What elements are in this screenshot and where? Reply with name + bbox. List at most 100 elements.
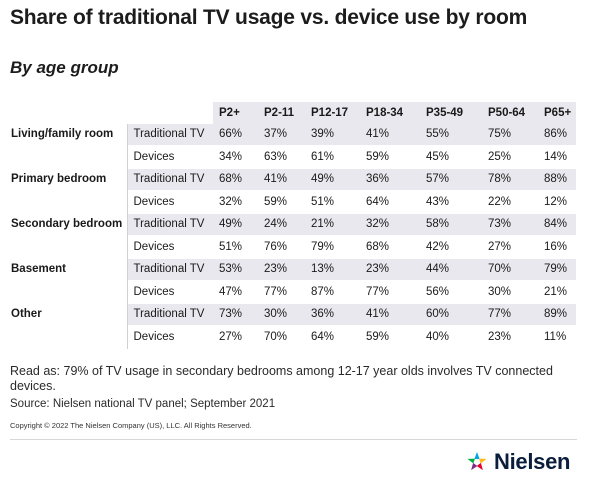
value-cell: 59% xyxy=(360,325,420,348)
column-header: P35-49 xyxy=(420,102,482,124)
value-cell: 24% xyxy=(258,213,305,236)
value-cell: 42% xyxy=(420,235,482,258)
nielsen-logo: Nielsen xyxy=(466,449,570,475)
value-cell: 68% xyxy=(360,235,420,258)
metric-label: Devices xyxy=(126,325,213,348)
value-cell: 73% xyxy=(482,213,538,236)
value-cell: 32% xyxy=(213,190,258,213)
value-cell: 44% xyxy=(420,258,482,281)
read-as-note: Read as: 79% of TV usage in secondary be… xyxy=(10,364,553,393)
value-cell: 76% xyxy=(258,235,305,258)
room-label: Basement xyxy=(9,258,127,281)
room-label xyxy=(9,280,127,303)
logo-star-point xyxy=(471,462,478,471)
value-cell: 55% xyxy=(420,123,482,146)
value-cell: 41% xyxy=(360,123,420,146)
logo-star-point xyxy=(474,452,480,459)
table-body: Living/family room Traditional TV 66% 37% 39… xyxy=(9,123,576,348)
metric-label: Devices xyxy=(126,190,213,213)
footer-divider xyxy=(10,439,577,440)
value-cell: 51% xyxy=(213,235,258,258)
chart-subtitle: By age group xyxy=(10,58,119,77)
value-cell: 56% xyxy=(420,280,482,303)
value-cell: 73% xyxy=(213,303,258,326)
room-label: Secondary bedroom xyxy=(9,213,127,236)
room-label xyxy=(9,325,127,348)
logo-star-point xyxy=(476,462,483,471)
value-cell: 66% xyxy=(213,123,258,146)
value-cell: 47% xyxy=(213,280,258,303)
value-cell: 41% xyxy=(258,168,305,191)
metric-label: Traditional TV xyxy=(126,213,213,236)
metric-label: Traditional TV xyxy=(126,258,213,281)
value-cell: 70% xyxy=(482,258,538,281)
table-row: Devices 32% 59% 51% 64% 43% 22% 12% xyxy=(9,190,576,213)
value-cell: 45% xyxy=(420,145,482,168)
logo-star-point xyxy=(467,458,475,464)
value-cell: 36% xyxy=(305,303,360,326)
table-row: Devices 27% 70% 64% 59% 40% 23% 11% xyxy=(9,325,576,348)
value-cell: 84% xyxy=(538,213,576,236)
table-row: Basement Traditional TV 53% 23% 13% 23% 44% 70%… xyxy=(9,258,576,281)
column-header: P12-17 xyxy=(305,102,360,124)
room-label: Living/family room xyxy=(9,123,127,146)
room-label: Primary bedroom xyxy=(9,168,127,191)
value-cell: 41% xyxy=(360,303,420,326)
table-row: Devices 34% 63% 61% 59% 45% 25% 14% xyxy=(9,145,576,168)
value-cell: 64% xyxy=(305,325,360,348)
value-cell: 87% xyxy=(305,280,360,303)
column-header: P18-34 xyxy=(360,102,420,124)
metric-label: Traditional TV xyxy=(126,168,213,191)
value-cell: 59% xyxy=(258,190,305,213)
value-cell: 27% xyxy=(213,325,258,348)
value-cell: 53% xyxy=(213,258,258,281)
value-cell: 16% xyxy=(538,235,576,258)
room-label xyxy=(9,235,127,258)
value-cell: 34% xyxy=(213,145,258,168)
value-cell: 39% xyxy=(305,123,360,146)
table-row: Secondary bedroom Traditional TV 49% 24% 21%… xyxy=(9,213,576,236)
value-cell: 86% xyxy=(538,123,576,146)
value-cell: 21% xyxy=(538,280,576,303)
value-cell: 49% xyxy=(305,168,360,191)
value-cell: 70% xyxy=(258,325,305,348)
value-cell: 58% xyxy=(420,213,482,236)
room-label xyxy=(9,145,127,168)
value-cell: 30% xyxy=(258,303,305,326)
metric-label: Traditional TV xyxy=(126,303,213,326)
value-cell: 68% xyxy=(213,168,258,191)
value-cell: 64% xyxy=(360,190,420,213)
value-cell: 59% xyxy=(360,145,420,168)
value-cell: 12% xyxy=(538,190,576,213)
value-cell: 89% xyxy=(538,303,576,326)
data-table: P2+ P2-11 P12-17 P18-34 P35-49 P50-64 P65+ Liv… xyxy=(9,102,576,349)
metric-label: Devices xyxy=(126,280,213,303)
value-cell: 60% xyxy=(420,303,482,326)
nielsen-star-icon xyxy=(467,452,487,471)
metric-label: Devices xyxy=(126,145,213,168)
table-row: Living/family room Traditional TV 66% 37% 39… xyxy=(9,123,576,146)
table-row: Devices 47% 77% 87% 77% 56% 30% 21% xyxy=(9,280,576,303)
value-cell: 32% xyxy=(360,213,420,236)
column-header: P2+ xyxy=(213,102,258,124)
value-cell: 75% xyxy=(482,123,538,146)
value-cell: 27% xyxy=(482,235,538,258)
value-cell: 51% xyxy=(305,190,360,213)
value-cell: 79% xyxy=(305,235,360,258)
value-cell: 61% xyxy=(305,145,360,168)
value-cell: 11% xyxy=(538,325,576,348)
metric-label: Devices xyxy=(126,235,213,258)
value-cell: 37% xyxy=(258,123,305,146)
column-header: P50-64 xyxy=(482,102,538,124)
source-line: Source: Nielsen national TV panel; Septe… xyxy=(10,398,276,410)
value-cell: 43% xyxy=(420,190,482,213)
value-cell: 77% xyxy=(258,280,305,303)
value-cell: 36% xyxy=(360,168,420,191)
value-cell: 77% xyxy=(360,280,420,303)
column-header: P2-11 xyxy=(258,102,305,124)
copyright-line: Copyright © 2022 The Nielsen Company (US… xyxy=(10,421,252,430)
value-cell: 23% xyxy=(360,258,420,281)
value-cell: 23% xyxy=(258,258,305,281)
value-cell: 30% xyxy=(482,280,538,303)
value-cell: 79% xyxy=(538,258,576,281)
